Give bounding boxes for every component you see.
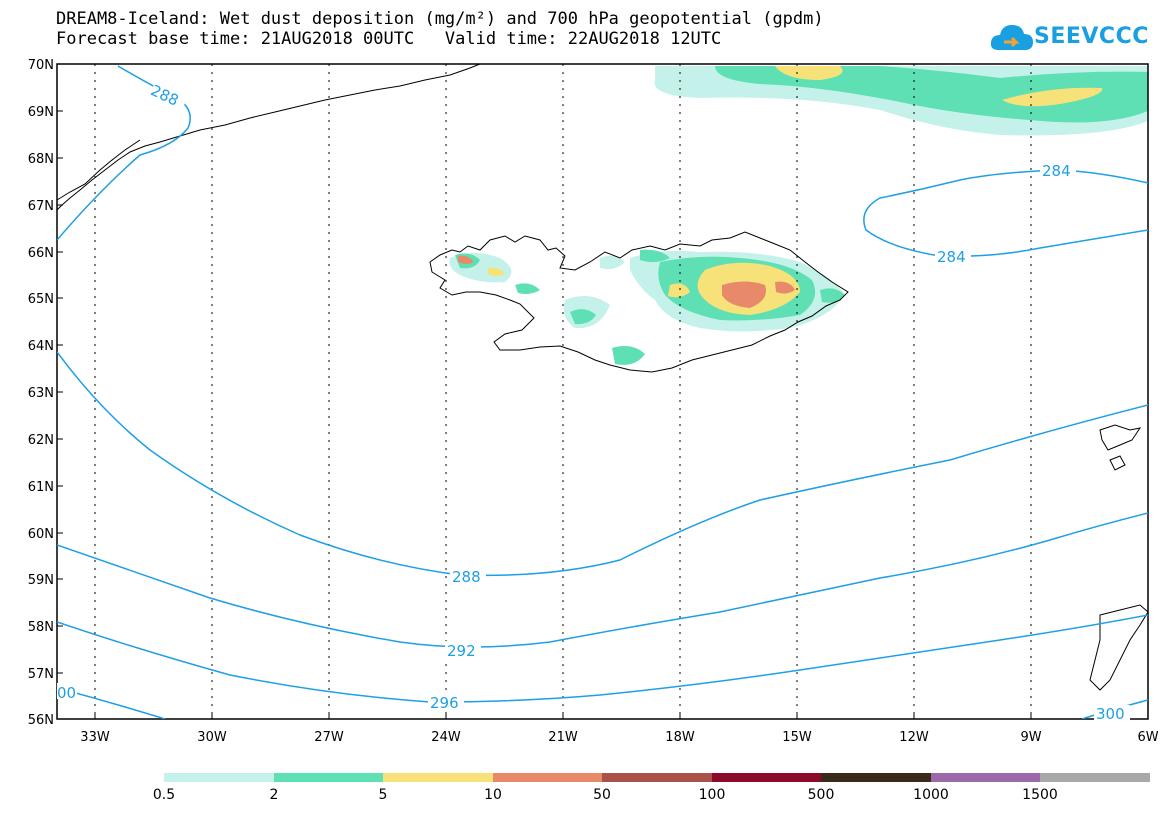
cloud-icon <box>990 25 1033 50</box>
colorbar-swatch <box>274 773 383 782</box>
colorbar-swatch <box>1040 773 1150 782</box>
colorbar-swatch <box>493 773 602 782</box>
contour-label: 00 <box>57 684 76 702</box>
longitude-labels: 33W 30W 27W 24W 21W 18W 15W 12W 9W 6W <box>80 730 1158 745</box>
latitude-labels: 70N 69N 68N 67N 66N 65N 64N 63N 62N 61N … <box>28 58 54 728</box>
colorbar-label: 1000 <box>913 787 949 803</box>
colorbar-label: 2 <box>270 787 279 803</box>
map-title-line-1: DREAM8-Iceland: Wet dust deposition (mg/… <box>56 9 824 29</box>
colorbar <box>164 773 1150 782</box>
lat-label: 61N <box>28 480 54 495</box>
map-frame <box>56 63 1149 720</box>
contour-label: 284 <box>1042 162 1071 180</box>
contour-label: 296 <box>430 694 459 712</box>
lon-label: 27W <box>314 730 344 745</box>
lon-label: 12W <box>899 730 929 745</box>
lat-label: 58N <box>28 620 54 635</box>
colorbar-swatch <box>164 773 274 782</box>
colorbar-label: 1500 <box>1022 787 1058 803</box>
colorbar-label: 0.5 <box>153 787 175 803</box>
lon-label: 33W <box>80 730 110 745</box>
lat-label: 65N <box>28 292 54 307</box>
lon-label: 24W <box>431 730 461 745</box>
lat-label: 68N <box>28 152 54 167</box>
lat-label: 69N <box>28 105 54 120</box>
lat-label: 57N <box>28 667 54 682</box>
lon-label: 30W <box>197 730 227 745</box>
lon-label: 18W <box>665 730 695 745</box>
colorbar-label: 5 <box>379 787 388 803</box>
lon-label: 21W <box>548 730 578 745</box>
lon-label: 15W <box>782 730 812 745</box>
lat-label: 60N <box>28 527 54 542</box>
colorbar-label: 10 <box>484 787 502 803</box>
colorbar-swatch <box>821 773 931 782</box>
coastline <box>56 63 1149 691</box>
colorbar-swatch <box>383 773 493 782</box>
colorbar-label: 50 <box>593 787 611 803</box>
lat-label: 62N <box>28 433 54 448</box>
lat-label: 64N <box>28 339 54 354</box>
lat-label: 63N <box>28 386 54 401</box>
lon-label: 6W <box>1137 730 1158 745</box>
contour-label: 284 <box>937 248 966 266</box>
lon-label: 9W <box>1020 730 1041 745</box>
colorbar-swatch <box>602 773 712 782</box>
logo-text: SEEVCCC <box>1034 24 1149 49</box>
lat-label: 70N <box>28 58 54 73</box>
dust-deposition-field <box>449 66 1148 365</box>
colorbar-swatch <box>931 773 1040 782</box>
map-title-line-2: Forecast base time: 21AUG2018 00UTC Vali… <box>56 29 722 49</box>
contour-label: 288 <box>452 568 481 586</box>
tick-marks <box>57 63 1032 719</box>
lat-label: 67N <box>28 199 54 214</box>
geopotential-contours <box>57 65 1148 719</box>
colorbar-label: 500 <box>808 787 835 803</box>
colorbar-label: 100 <box>699 787 726 803</box>
lat-label: 56N <box>28 713 54 728</box>
colorbar-swatch <box>712 773 821 782</box>
contour-labels: 288 284 284 288 292 296 300 00 <box>57 81 1130 723</box>
seevccc-logo: SEEVCCC <box>990 20 1150 56</box>
lat-label: 66N <box>28 246 54 261</box>
contour-label: 292 <box>447 642 476 660</box>
lat-label: 59N <box>28 573 54 588</box>
gridlines <box>94 64 1032 719</box>
contour-label: 300 <box>1096 705 1125 723</box>
colorbar-labels: 0.5 2 5 10 50 100 500 1000 1500 <box>153 787 1058 803</box>
